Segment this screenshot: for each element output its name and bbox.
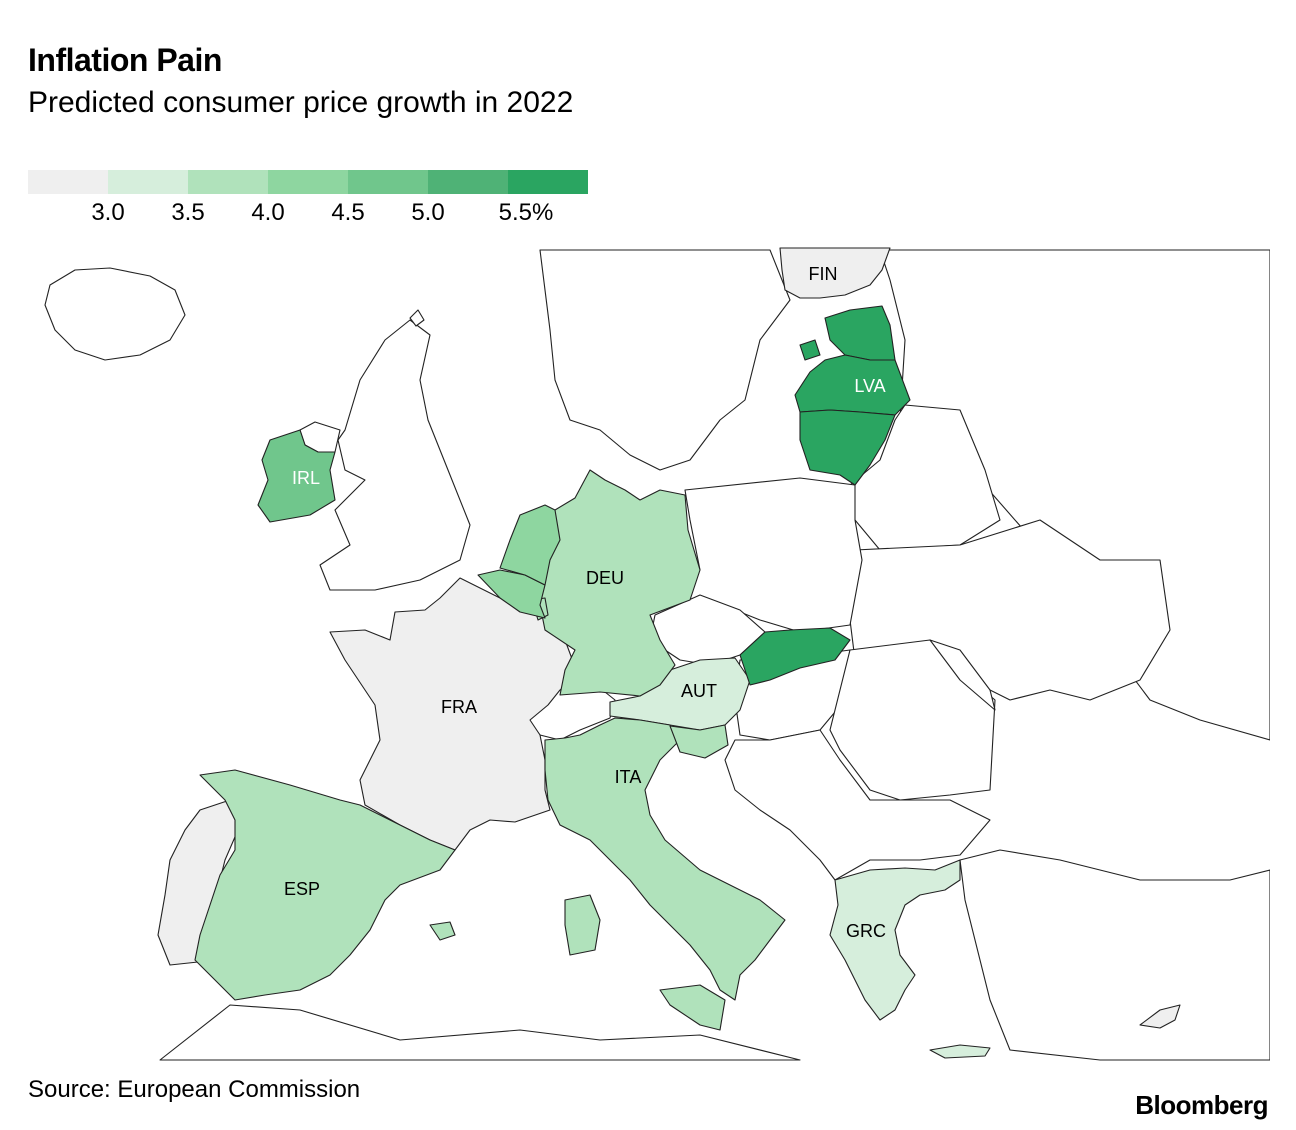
legend-swatch: [348, 170, 428, 194]
country-svn[interactable]: [669, 724, 729, 759]
country-ita[interactable]: [544, 717, 786, 1031]
label-esp: ESP: [284, 879, 320, 899]
legend-tick: 5.0: [411, 199, 445, 226]
legend-swatch: [28, 170, 108, 194]
label-irl: IRL: [292, 468, 320, 488]
country-ltu[interactable]: [799, 409, 896, 486]
label-fra: FRA: [441, 697, 477, 717]
label-aut: AUT: [681, 681, 717, 701]
label-deu: DEU: [586, 568, 624, 588]
country-bel[interactable]: [477, 569, 546, 619]
legend-ticks: 3.0 3.5 4.0 4.5 5.0 5.5%: [0, 199, 700, 229]
europe-map: FIN FRA AUT GRC DEU ITA ESP IRL LVA: [44, 247, 1270, 1061]
country-svk[interactable]: [739, 627, 851, 686]
label-ita: ITA: [615, 767, 642, 787]
country-labels: FIN FRA AUT GRC DEU ITA ESP IRL LVA: [284, 264, 886, 941]
legend-swatch: [268, 170, 348, 194]
bloomberg-logo: Bloomberg: [1135, 1090, 1268, 1120]
label-fin: FIN: [809, 264, 838, 284]
legend-swatch: [428, 170, 508, 194]
legend-swatch: [108, 170, 188, 194]
legend-tick: 4.5: [331, 199, 365, 226]
legend-tick: 3.0: [91, 199, 125, 226]
country-fin[interactable]: [779, 247, 891, 299]
eurozone-countries: [157, 247, 1181, 1059]
country-cyp[interactable]: [1139, 1004, 1181, 1029]
chart-title: Inflation Pain: [28, 42, 222, 78]
country-lva[interactable]: [794, 354, 911, 416]
country-grc[interactable]: [829, 859, 991, 1059]
non-eu-land: [44, 249, 1270, 1061]
legend-tick: 4.0: [251, 199, 285, 226]
country-est[interactable]: [799, 305, 896, 361]
legend-swatch: [188, 170, 268, 194]
legend-tick: 5.5%: [498, 199, 554, 226]
country-irl[interactable]: [257, 429, 336, 523]
country-nld[interactable]: [499, 504, 561, 586]
chart-subtitle: Predicted consumer price growth in 2022: [28, 86, 574, 119]
label-lva: LVA: [854, 376, 885, 396]
legend-tick: 3.5: [171, 199, 205, 226]
label-grc: GRC: [846, 921, 886, 941]
color-legend: [28, 170, 588, 194]
source-note: Source: European Commission: [28, 1076, 361, 1103]
legend-swatch: [508, 170, 588, 194]
country-esp[interactable]: [194, 769, 456, 1001]
